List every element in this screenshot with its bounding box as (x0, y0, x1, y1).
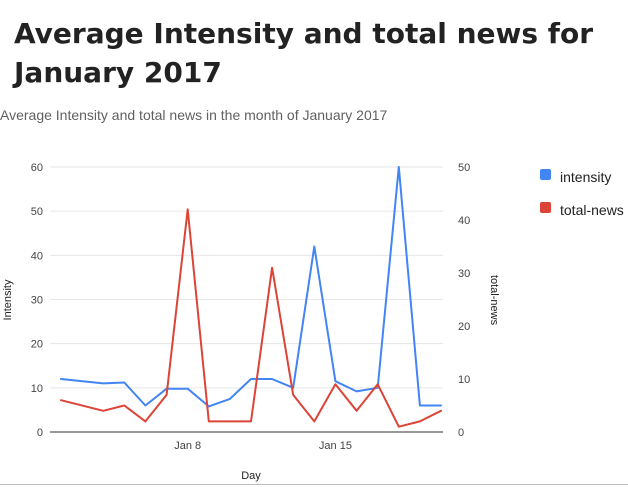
right-y-tick-label: 50 (458, 162, 470, 174)
left-y-tick-label: 60 (31, 162, 43, 174)
series-line-total-news (60, 208, 442, 428)
left-y-tick-label: 40 (31, 250, 43, 262)
series-line-intensity (60, 166, 442, 408)
left-y-tick-label: 50 (31, 206, 43, 218)
left-y-tick-label: 0 (37, 427, 43, 439)
right-y-axis-ticks: 0 10 20 30 40 50 (458, 162, 470, 439)
left-y-tick-label: 20 (31, 339, 43, 351)
legend-label: total-news (560, 202, 624, 218)
x-tick-label: Jan 8 (174, 440, 201, 452)
x-axis-title: Day (241, 470, 261, 482)
left-y-tick-label: 10 (31, 383, 43, 395)
right-y-tick-label: 30 (458, 268, 470, 280)
legend: intensity total-news (540, 169, 624, 218)
legend-label: intensity (560, 169, 611, 185)
left-y-axis-ticks: 0 10 20 30 40 50 60 (31, 162, 43, 439)
right-y-tick-label: 0 (458, 427, 464, 439)
legend-swatch (540, 169, 551, 180)
right-y-axis-title: total-news (488, 275, 500, 326)
legend-swatch (540, 202, 551, 213)
gridlines (50, 166, 443, 433)
page-title: Average Intensity and total news for Jan… (14, 17, 594, 89)
left-y-axis-title: Intensity (2, 279, 14, 320)
series-lines (60, 166, 442, 428)
right-y-tick-label: 20 (458, 321, 470, 333)
bottom-divider (0, 484, 628, 485)
x-tick-label: Jan 15 (319, 440, 352, 452)
left-y-tick-label: 30 (31, 295, 43, 307)
right-y-tick-label: 10 (458, 374, 470, 386)
chart-subtitle: Average Intensity and total news in the … (0, 107, 388, 123)
right-y-tick-label: 40 (458, 215, 470, 227)
x-axis-ticks: Jan 8 Jan 15 (174, 440, 352, 452)
